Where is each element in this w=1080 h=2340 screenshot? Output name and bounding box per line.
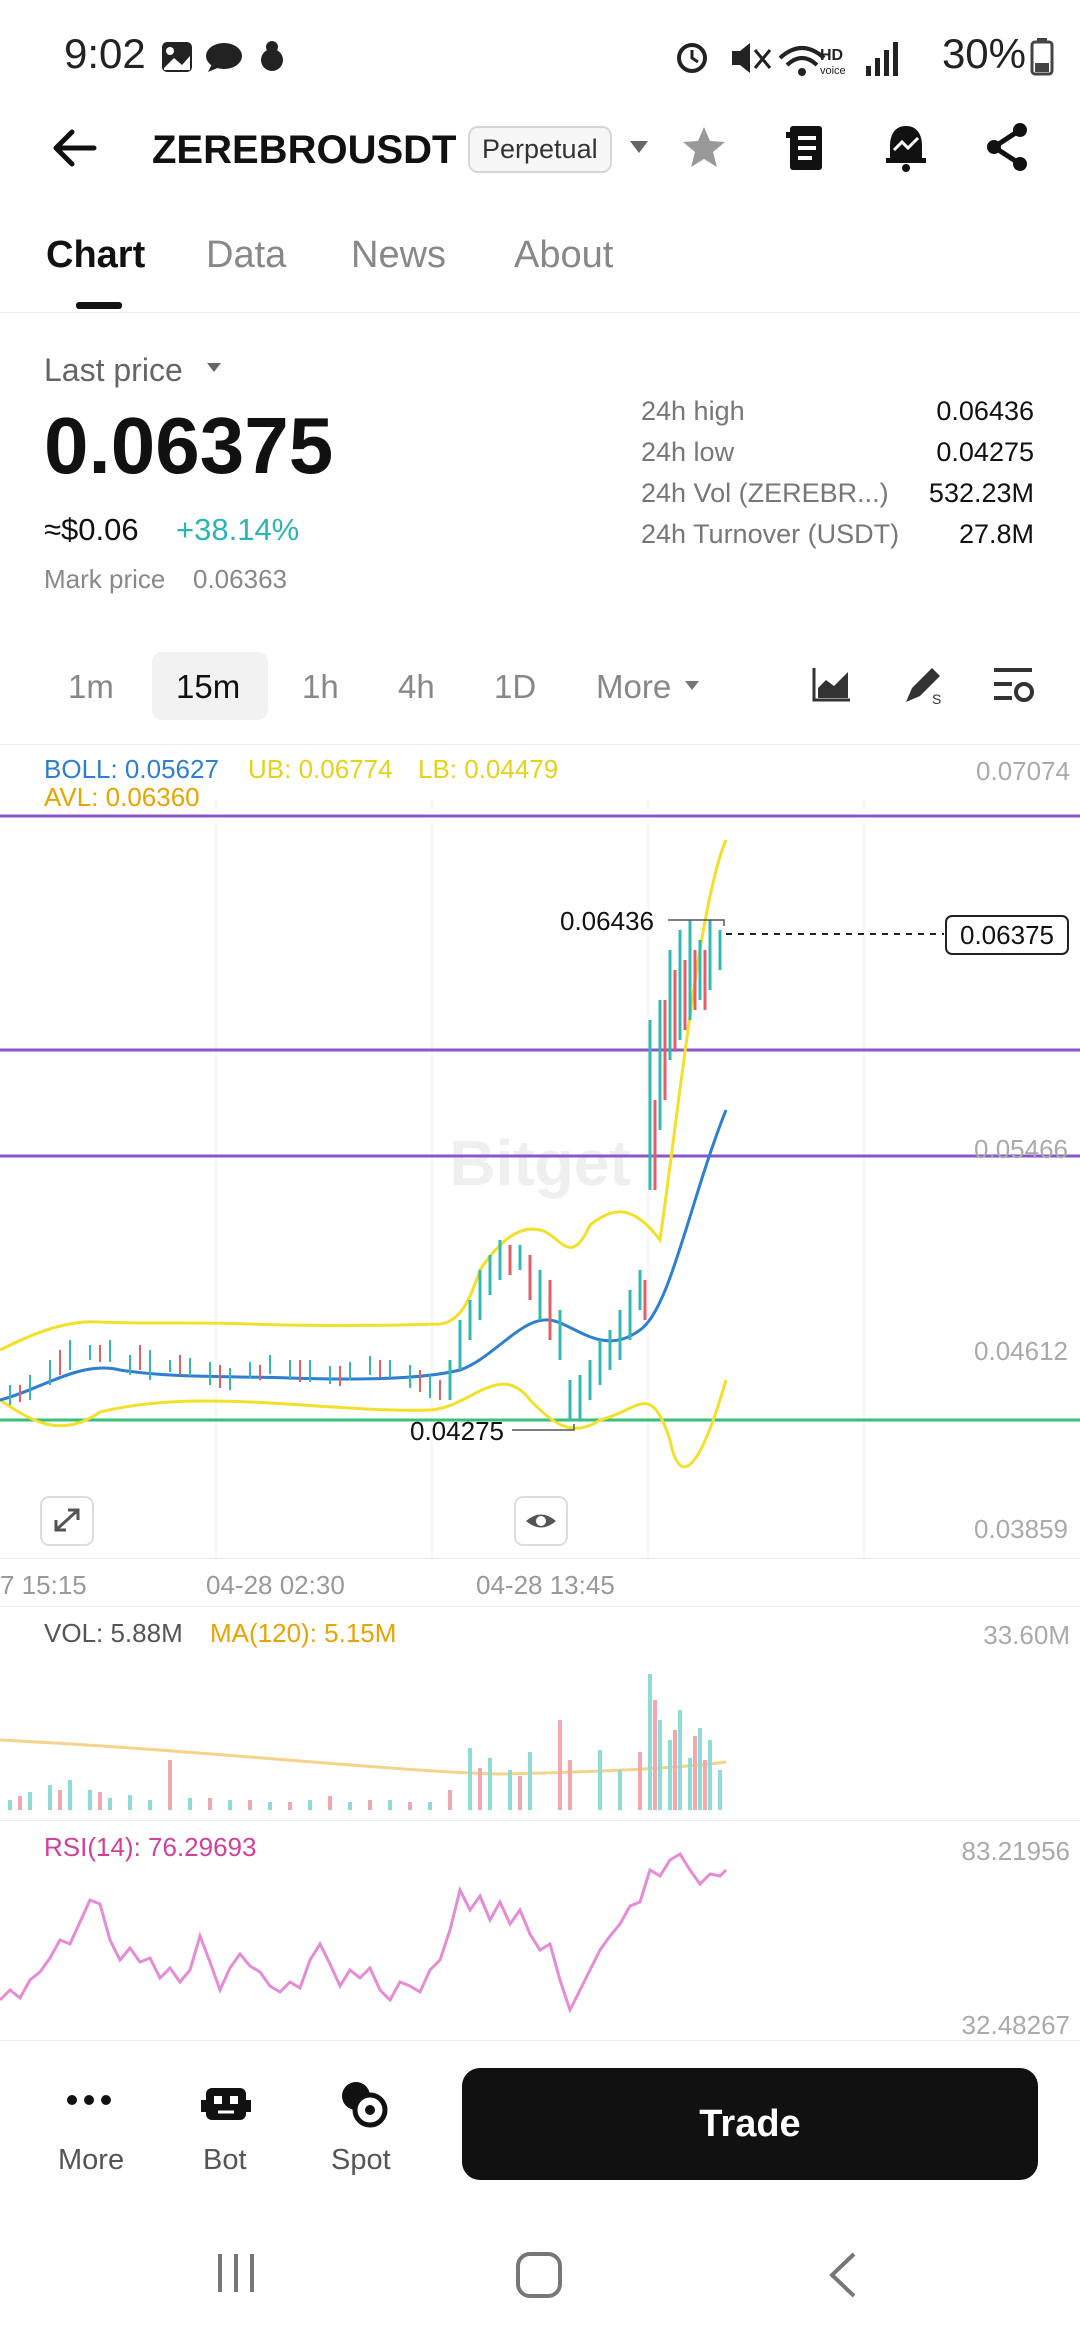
rsi-axis-top: 83.21956: [961, 1836, 1070, 1866]
chart-top-border: [0, 744, 1080, 745]
price-axis-label-2: 0.05466: [974, 1134, 1068, 1164]
more-caret-icon[interactable]: [684, 680, 700, 692]
symbol-title[interactable]: ZEREBROUSDT: [152, 128, 457, 172]
high-price-marker: 0.06436: [560, 906, 654, 936]
volume-value: VOL: 5.88M: [44, 1618, 183, 1648]
indicator-settings-icon[interactable]: [992, 666, 1036, 706]
share-icon[interactable]: [984, 122, 1032, 172]
price-change: +38.14%: [176, 512, 300, 547]
avl-value: AVL: 0.06360: [44, 782, 200, 812]
svg-text:HD: HD: [820, 47, 843, 64]
rsi-axis-bottom: 32.48267: [961, 2010, 1070, 2040]
selected-interval-bg: [152, 652, 268, 720]
candlestick-chart[interactable]: Bitget 0.06436 0.04275 0.06375 0.05466 0…: [0, 800, 1080, 1560]
interval-1h[interactable]: 1h: [302, 668, 339, 705]
time-label-1: 7 15:15: [0, 1570, 87, 1600]
spot-coins-icon[interactable]: [338, 2078, 388, 2128]
interval-15m[interactable]: 15m: [176, 668, 241, 705]
volume-top-border: [0, 1606, 1080, 1607]
last-price-value: 0.06375: [44, 401, 334, 490]
volume-chart: [0, 1674, 727, 1810]
back-arrow-icon[interactable]: [50, 124, 98, 172]
drawing-tools-icon[interactable]: S: [902, 662, 946, 706]
rsi-value: RSI(14): 76.29693: [44, 1832, 257, 1862]
eye-visibility-icon[interactable]: [514, 1496, 568, 1546]
candles: [9, 920, 722, 1420]
dropdown-caret-icon[interactable]: [628, 138, 650, 156]
current-price-tag: 0.06375: [960, 920, 1054, 950]
rsi-chart: [0, 1851, 728, 2014]
boll-value: BOLL: 0.05627: [44, 754, 219, 784]
last-price-label[interactable]: Last price: [44, 352, 183, 388]
tab-about[interactable]: About: [514, 234, 614, 276]
bottom-bar-border: [0, 2040, 1080, 2041]
interval-more[interactable]: More: [596, 668, 672, 705]
interval-1d[interactable]: 1D: [494, 668, 537, 705]
mark-price-label: Mark price: [44, 564, 166, 594]
bot-nav-label[interactable]: Bot: [203, 2144, 247, 2176]
stat-24h-vol-value: 532.23M: [928, 478, 1034, 508]
low-price-marker: 0.04275: [410, 1416, 504, 1446]
more-nav-label[interactable]: More: [58, 2144, 125, 2176]
spot-nav-label[interactable]: Spot: [331, 2144, 391, 2176]
more-dots-icon[interactable]: [66, 2090, 112, 2110]
tab-chart[interactable]: Chart: [46, 234, 146, 276]
svg-text:voice: voice: [820, 65, 846, 77]
fullscreen-expand-icon[interactable]: [40, 1496, 94, 1546]
trade-button[interactable]: Trade: [462, 2068, 1038, 2180]
active-tab-indicator: [76, 302, 122, 309]
interval-1m[interactable]: 1m: [68, 668, 114, 705]
svg-text:S: S: [932, 691, 941, 706]
price-axis-label-top: 0.07074: [976, 756, 1070, 786]
status-time: 9:02: [64, 30, 146, 77]
stat-24h-vol-label: 24h Vol (ZEREBR...): [641, 478, 889, 508]
interval-4h[interactable]: 4h: [398, 668, 435, 705]
home-icon[interactable]: [514, 2250, 564, 2300]
status-bar: 9:02 HD voice 30%: [0, 0, 1080, 110]
time-label-3: 04-28 13:45: [476, 1570, 615, 1600]
system-status-icons: HD voice: [677, 42, 898, 77]
tab-news[interactable]: News: [351, 234, 447, 276]
back-nav-icon[interactable]: [826, 2250, 860, 2300]
lb-value: LB: 0.04479: [418, 754, 559, 784]
order-book-icon[interactable]: [784, 122, 826, 174]
volume-ma-value: MA(120): 5.15M: [210, 1618, 397, 1648]
chart-type-icon[interactable]: [812, 666, 852, 704]
notification-icons: [162, 41, 283, 72]
volume-axis-label: 33.60M: [983, 1620, 1070, 1650]
stat-24h-low-label: 24h low: [641, 437, 735, 467]
tab-bar: [0, 230, 1080, 313]
price-axis-label-4: 0.03859: [974, 1514, 1068, 1544]
usd-value: ≈$0.06: [44, 512, 139, 547]
stat-24h-high-value: 0.06436: [936, 396, 1034, 426]
battery-percentage: 30%: [941, 30, 1026, 77]
last-price-caret-icon[interactable]: [206, 362, 222, 374]
stat-24h-turnover-value: 27.8M: [958, 519, 1034, 549]
ub-value: UB: 0.06774: [248, 754, 393, 784]
stat-24h-high-label: 24h high: [641, 396, 745, 426]
recent-apps-icon[interactable]: [214, 2250, 258, 2296]
star-favorite-icon[interactable]: [680, 124, 728, 172]
stat-24h-turnover-label: 24h Turnover (USDT): [641, 519, 900, 549]
time-axis-border: [0, 1558, 1080, 1559]
price-alert-bell-icon[interactable]: [882, 120, 930, 174]
mark-price-value: 0.06363: [193, 564, 287, 594]
bot-robot-icon[interactable]: [200, 2082, 252, 2126]
perpetual-badge: Perpetual: [468, 126, 612, 173]
watermark-text: Bitget: [449, 1127, 630, 1199]
stat-24h-low-value: 0.04275: [936, 437, 1034, 467]
tab-data[interactable]: Data: [206, 234, 287, 276]
battery-icon: [1030, 38, 1054, 76]
rsi-top-border: [0, 1820, 1080, 1821]
time-label-2: 04-28 02:30: [206, 1570, 345, 1600]
price-axis-label-3: 0.04612: [974, 1336, 1068, 1366]
